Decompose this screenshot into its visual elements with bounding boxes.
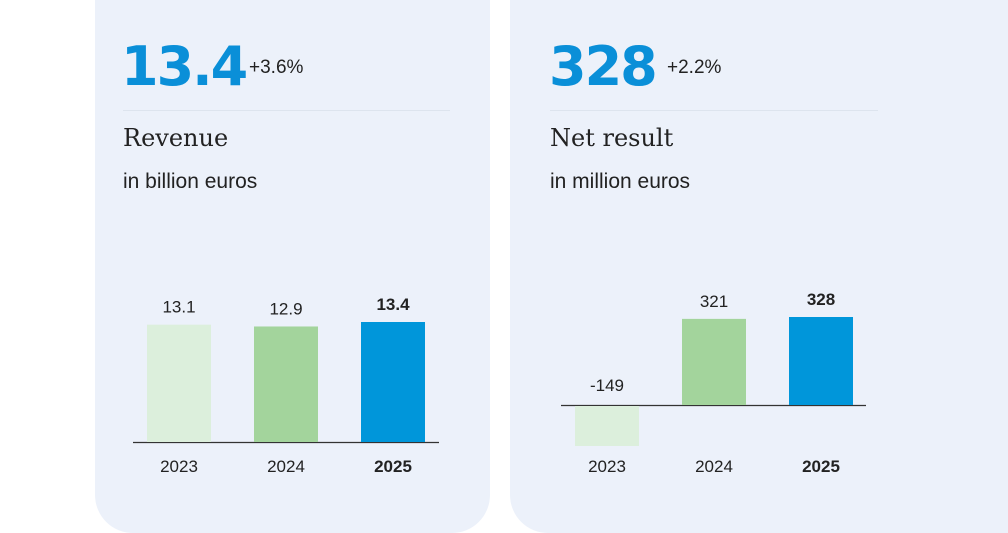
revenue-value-label-2024: 12.9: [269, 299, 302, 318]
revenue-title: Revenue: [123, 124, 229, 152]
revenue-subtitle: in billion euros: [123, 170, 258, 193]
net-result-bar-2024: [682, 318, 746, 405]
net-result-value-label-2023: -149: [590, 376, 624, 395]
net-result-subtitle: in million euros: [550, 170, 691, 193]
net-result-bar-2025: [789, 317, 853, 405]
revenue-bar-2024: [254, 326, 318, 442]
net-result-kpi-value: 328: [549, 35, 658, 98]
net-result-value-label-2024: 321: [700, 292, 728, 311]
revenue-kpi-change: +3.6%: [249, 57, 304, 78]
revenue-bar-2023: [147, 324, 211, 442]
revenue-value-label-2023: 13.1: [162, 298, 195, 317]
net-result-kpi-change: +2.2%: [667, 57, 722, 78]
net-result-bar-2023: [575, 406, 639, 446]
net-result-title: Net result: [550, 124, 674, 152]
revenue-kpi-value: 13.4: [121, 35, 248, 98]
net-result-divider: [550, 110, 878, 111]
revenue-tick-label-2025: 2025: [374, 457, 412, 476]
revenue-value-label-2025: 13.4: [376, 295, 410, 314]
revenue-tick-label-2023: 2023: [160, 457, 198, 476]
revenue-divider: [123, 110, 450, 111]
revenue-tick-label-2024: 2024: [267, 457, 305, 476]
net-result-tick-label-2023: 2023: [588, 457, 626, 476]
net-result-tick-label-2024: 2024: [695, 457, 733, 476]
revenue-card: [95, 0, 490, 533]
net-result-tick-label-2025: 2025: [802, 457, 840, 476]
revenue-bar-2025: [361, 322, 425, 442]
net-result-value-label-2025: 328: [807, 290, 835, 309]
